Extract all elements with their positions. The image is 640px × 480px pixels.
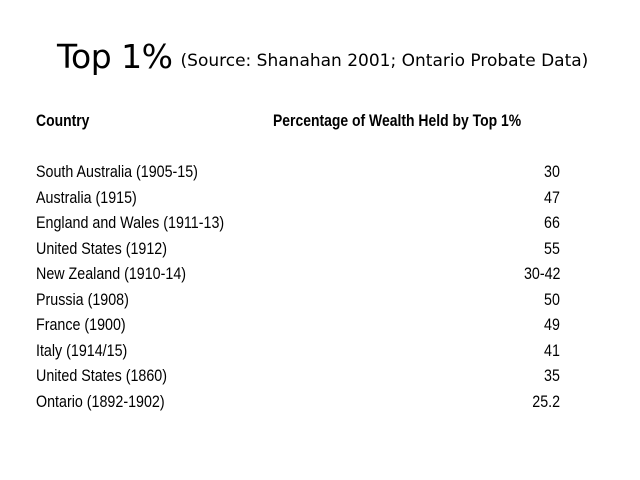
percentage-cell: 25.2 bbox=[532, 391, 560, 411]
country-cell: France (1900) bbox=[36, 315, 126, 334]
column-header-country: Country bbox=[36, 111, 90, 130]
percentage-cell: 47 bbox=[544, 187, 560, 207]
table-header: Country Percentage of Wealth Held by Top… bbox=[36, 111, 564, 135]
table-row: South Australia (1905-15) 30 bbox=[36, 159, 560, 185]
country-cell: United States (1860) bbox=[36, 366, 167, 385]
table-row: Prussia (1908) 50 bbox=[36, 287, 560, 313]
percentage-cell: 66 bbox=[544, 213, 560, 232]
country-cell: New Zealand (1910-14) bbox=[36, 264, 187, 283]
country-cell: Ontario (1892-1902) bbox=[36, 391, 165, 411]
country-cell: Australia (1915) bbox=[36, 187, 137, 207]
percentage-cell: 30-42 bbox=[523, 264, 560, 283]
title-source: (Source: Shanahan 2001; Ontario Probate … bbox=[180, 51, 589, 71]
table-row: United States (1912) 55 bbox=[36, 236, 560, 262]
table-body: South Australia (1905-15) 30 Australia (… bbox=[36, 159, 560, 414]
percentage-cell: 55 bbox=[544, 238, 560, 258]
percentage-cell: 35 bbox=[544, 366, 560, 385]
country-cell: South Australia (1905-15) bbox=[36, 162, 198, 181]
percentage-cell: 41 bbox=[544, 340, 560, 360]
title-main: Top 1% bbox=[57, 37, 173, 76]
country-cell: United States (1912) bbox=[36, 238, 167, 258]
table-row: Italy (1914/15) 41 bbox=[36, 338, 560, 364]
table-row: New Zealand (1910-14) 30-42 bbox=[36, 261, 560, 287]
table-row: England and Wales (1911-13) 66 bbox=[36, 210, 560, 236]
table-row: Australia (1915) 47 bbox=[36, 185, 560, 211]
column-header-percentage: Percentage of Wealth Held by Top 1% bbox=[273, 111, 522, 130]
country-cell: England and Wales (1911-13) bbox=[36, 213, 225, 232]
country-cell: Italy (1914/15) bbox=[36, 340, 128, 360]
country-cell: Prussia (1908) bbox=[36, 289, 129, 309]
table-row: Ontario (1892-1902) 25.2 bbox=[36, 389, 560, 415]
slide-title: Top 1% (Source: Shanahan 2001; Ontario Pr… bbox=[57, 40, 588, 73]
table-row: United States (1860) 35 bbox=[36, 363, 560, 389]
table-row: France (1900) 49 bbox=[36, 312, 560, 338]
percentage-cell: 30 bbox=[544, 162, 560, 181]
percentage-cell: 49 bbox=[544, 315, 560, 334]
percentage-cell: 50 bbox=[544, 289, 560, 309]
